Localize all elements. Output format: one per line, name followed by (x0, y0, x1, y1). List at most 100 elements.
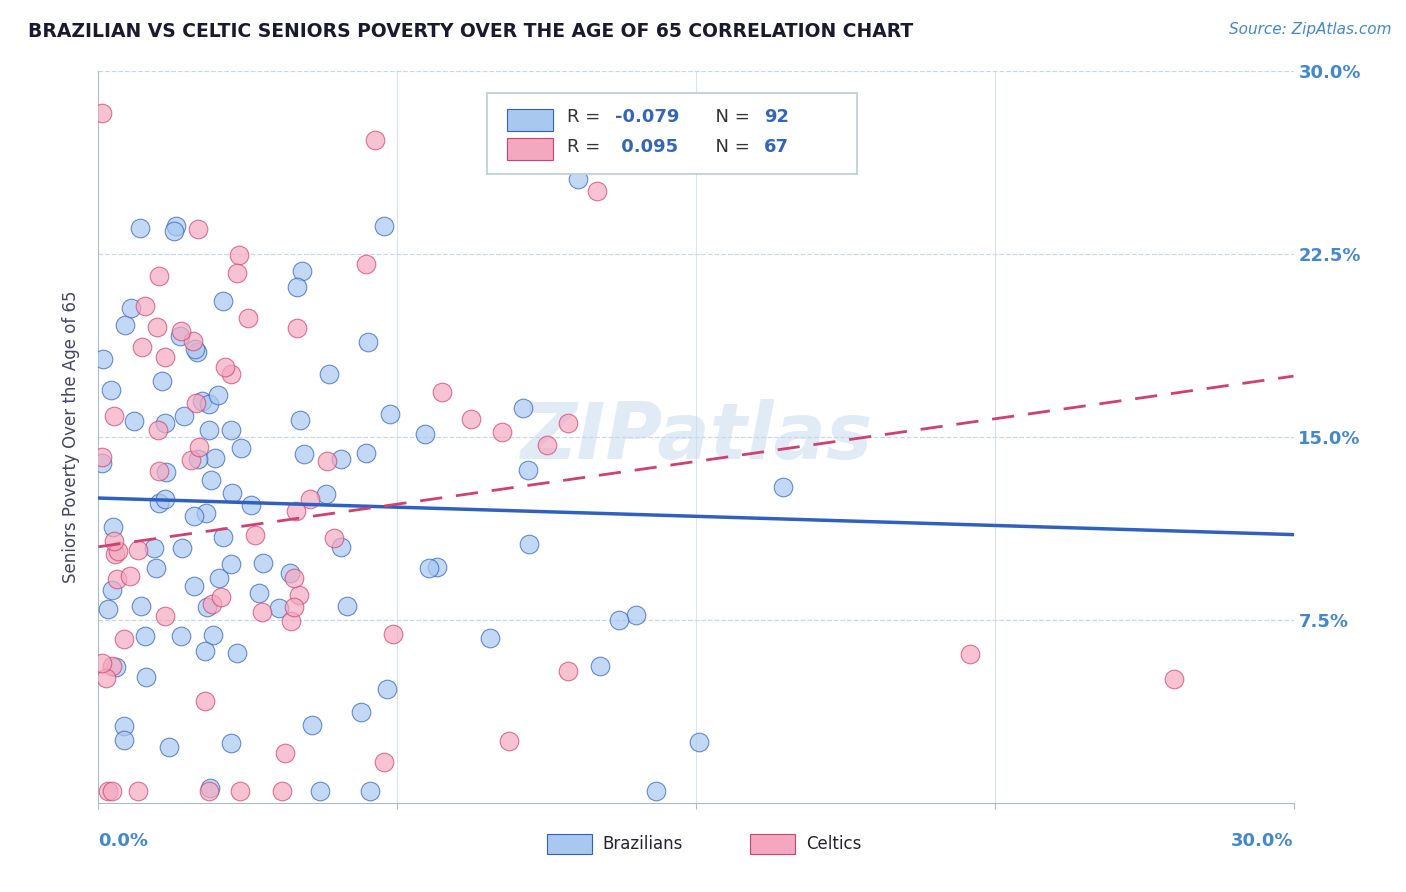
Text: R =: R = (567, 109, 606, 127)
Point (430, 384, 453, 399)
Point (285, 321, 308, 335)
Text: 30.0%: 30.0% (1232, 832, 1294, 850)
Text: Celtics: Celtics (806, 835, 862, 853)
Point (228, 783, 250, 797)
Point (586, 184, 609, 198)
Text: Brazilians: Brazilians (603, 835, 683, 853)
Point (207, 388, 229, 402)
Point (292, 447, 315, 461)
Point (94, 671, 117, 685)
Point (212, 530, 235, 544)
Point (252, 557, 274, 571)
Point (146, 424, 169, 438)
Point (195, 600, 218, 615)
Point (153, 608, 176, 623)
Point (170, 541, 193, 555)
Point (517, 463, 540, 477)
Point (122, 414, 145, 428)
Point (330, 540, 353, 554)
FancyBboxPatch shape (749, 833, 796, 854)
Text: R =: R = (567, 137, 606, 156)
Point (373, 755, 395, 769)
Point (183, 342, 205, 356)
Point (198, 783, 221, 797)
Point (107, 572, 129, 586)
Point (228, 248, 250, 262)
Point (200, 473, 222, 487)
Point (91, 351, 114, 366)
Text: N =: N = (704, 109, 756, 127)
Point (148, 496, 170, 510)
Point (498, 733, 520, 747)
Point (357, 335, 380, 350)
Point (426, 560, 449, 574)
Point (183, 508, 205, 523)
Point (197, 397, 219, 411)
Point (163, 224, 186, 238)
Point (283, 571, 305, 585)
Point (186, 222, 208, 236)
Text: 67: 67 (763, 137, 789, 156)
Point (219, 736, 242, 750)
Point (236, 310, 259, 325)
Point (145, 561, 167, 575)
Point (285, 280, 308, 294)
Point (195, 507, 218, 521)
Point (252, 605, 274, 619)
Point (186, 344, 208, 359)
FancyBboxPatch shape (508, 109, 553, 130)
Point (267, 601, 290, 615)
Point (134, 299, 156, 313)
Point (169, 328, 191, 343)
Point (380, 407, 402, 421)
Point (309, 783, 332, 797)
Point (517, 536, 540, 550)
Point (315, 487, 337, 501)
Point (97, 783, 120, 797)
Point (120, 301, 142, 315)
FancyBboxPatch shape (547, 833, 592, 854)
Point (226, 266, 249, 280)
Point (645, 783, 668, 797)
Point (373, 219, 395, 233)
Point (153, 416, 176, 430)
Point (131, 340, 153, 354)
Point (194, 694, 217, 708)
Point (118, 569, 141, 583)
Point (91, 450, 114, 464)
Point (127, 783, 149, 797)
Text: 0.0%: 0.0% (98, 832, 149, 850)
Point (128, 220, 150, 235)
Point (148, 268, 170, 283)
Point (103, 534, 125, 549)
Point (107, 544, 129, 558)
Point (288, 413, 311, 427)
Point (377, 681, 399, 696)
Point (239, 498, 262, 512)
Point (173, 409, 195, 423)
Point (155, 466, 177, 480)
Point (145, 320, 167, 334)
Point (134, 629, 156, 643)
Point (350, 706, 373, 720)
Point (243, 527, 266, 541)
Point (354, 446, 377, 460)
Point (211, 294, 233, 309)
Text: 0.095: 0.095 (614, 137, 678, 156)
Point (418, 560, 440, 574)
Point (301, 717, 323, 731)
Point (112, 719, 135, 733)
Point (131, 599, 153, 613)
Point (316, 454, 339, 468)
Point (478, 632, 501, 646)
Point (170, 629, 193, 643)
Point (204, 450, 226, 465)
Text: Source: ZipAtlas.com: Source: ZipAtlas.com (1229, 22, 1392, 37)
Point (112, 632, 135, 647)
Point (318, 367, 340, 381)
Point (194, 644, 217, 658)
Point (336, 599, 359, 614)
Point (491, 425, 513, 439)
Y-axis label: Seniors Poverty Over the Age of 65: Seniors Poverty Over the Age of 65 (62, 291, 80, 583)
Point (772, 480, 794, 494)
